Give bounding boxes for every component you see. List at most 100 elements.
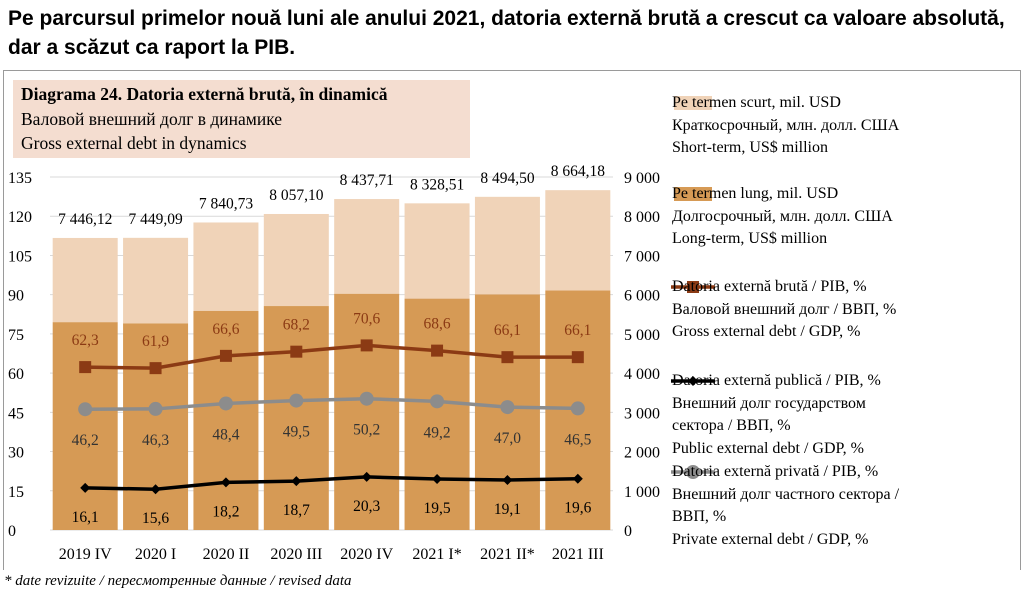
public-data-label: 20,3 — [353, 498, 380, 515]
diagram-title-ro: Diagrama 24. Datoria externă brută, în d… — [21, 84, 388, 104]
diagram-title-en: Gross external debt in dynamics — [21, 133, 247, 153]
private-point — [359, 391, 374, 406]
lines — [78, 339, 585, 495]
y-right-tick-label: 8 000 — [624, 209, 660, 226]
public-data-label: 19,1 — [494, 501, 521, 518]
gross-point — [219, 349, 232, 362]
legend-label: сектора / ВВП, % — [672, 417, 791, 434]
legend-item-short-term: Pe termen scurt, mil. USD Краткосрочный,… — [672, 92, 1017, 160]
legend-label: Public external debt / GDP, % — [672, 439, 864, 457]
x-tick-label: 2021 II* — [480, 546, 535, 563]
public-data-label: 18,2 — [212, 503, 239, 520]
gross-data-label: 61,9 — [142, 333, 169, 350]
bar-short-term — [193, 222, 259, 311]
gross-data-label: 62,3 — [72, 332, 99, 349]
legend-label: Datoria externă privată / PIB, % — [672, 463, 879, 480]
private-point — [289, 393, 304, 408]
bar-total-label: 8 328,51 — [410, 176, 464, 193]
footnote: * date revizuite / пересмотренные данные… — [4, 573, 352, 589]
gross-data-label: 68,6 — [424, 316, 451, 333]
axes: 0 15 30 45 60 75 90 105 120 135 0 1 000 2 000 3 000 4 … — [8, 170, 660, 563]
y-right-tick-label: 1 000 — [624, 484, 660, 501]
public-point — [291, 476, 302, 487]
private-point — [500, 400, 515, 415]
bar-total-label: 8 057,10 — [269, 187, 324, 204]
y-right-tick-label: 7 000 — [624, 248, 660, 265]
bar-short-term — [474, 196, 540, 295]
y-right-tick-label: 9 000 — [624, 170, 660, 187]
private-data-label: 48,4 — [212, 426, 239, 443]
legend-label: Datoria externă brută / PIB, % — [672, 278, 867, 295]
public-point — [432, 474, 443, 485]
y-left-tick-label: 135 — [8, 170, 32, 187]
private-point — [430, 394, 445, 409]
y-left-tick-label: 75 — [8, 327, 24, 344]
public-point — [572, 473, 583, 484]
legend-key-gross-marker — [687, 281, 699, 293]
bar-short-term — [545, 190, 611, 291]
x-tick-label: 2020 III — [270, 546, 322, 563]
legend-label: ВВП, % — [672, 508, 727, 525]
public-point — [220, 477, 231, 488]
gross-point — [360, 339, 373, 352]
y-left-tick-label: 60 — [8, 366, 24, 383]
legend-label: Short-term, US$ million — [672, 139, 828, 156]
legend-item-gross-debt: Datoria externă brută / PIB, % Валовой в… — [672, 276, 1017, 344]
bar-long-term — [334, 293, 400, 530]
bar-total-label: 8 664,18 — [551, 163, 606, 180]
y-right-tick-label: 6 000 — [624, 288, 660, 305]
private-data-label: 49,5 — [283, 424, 310, 441]
headline: Pe parcursul primelor nouă luni ale anul… — [8, 7, 1005, 59]
legend-label: Краткосрочный, млн. долл. США — [672, 116, 900, 134]
x-tick-label: 2020 I — [135, 546, 176, 563]
gross-point — [571, 351, 584, 364]
bar-short-term — [334, 199, 400, 294]
public-point — [502, 475, 513, 486]
bar-long-term — [193, 310, 259, 530]
diagram-title-box: Diagrama 24. Datoria externă brută, în d… — [13, 80, 470, 158]
bar-total-label: 7 840,73 — [199, 195, 254, 212]
y-left-tick-label: 105 — [8, 248, 32, 265]
legend-key-private-marker — [686, 465, 700, 479]
public-point — [361, 471, 372, 482]
legend-keys — [671, 96, 715, 479]
private-data-label: 46,3 — [142, 432, 169, 449]
gross-data-label: 66,1 — [564, 322, 591, 339]
legend-label: Pe termen scurt, mil. USD — [672, 94, 841, 111]
bar-short-term — [123, 237, 189, 324]
x-tick-label: 2020 II — [203, 546, 250, 563]
bars — [52, 190, 611, 530]
bar-short-term — [263, 213, 329, 307]
gross-line — [85, 343, 578, 370]
legend-label: Private external debt / GDP, % — [672, 530, 869, 548]
public-data-label: 19,5 — [424, 500, 451, 517]
legend-item-public-debt: Datoria externă publică / PIB, % Внешний… — [672, 370, 1017, 460]
legend-label: Долгосрочный, млн. долл. США — [672, 207, 893, 225]
private-data-label: 46,5 — [564, 431, 591, 448]
y-left-tick-label: 15 — [8, 484, 24, 501]
y-left-tick-label: 30 — [8, 445, 24, 462]
bar-long-term — [263, 306, 329, 530]
y-left-tick-label: 90 — [8, 288, 24, 305]
legend-label: Datoria externă publică / PIB, % — [672, 372, 881, 389]
y-left-tick-label: 0 — [8, 523, 16, 540]
public-data-label: 16,1 — [72, 509, 99, 526]
diagram-title-ru: Валовой внешний долг в динамике — [21, 108, 283, 129]
bar-long-term — [123, 323, 189, 530]
bar-short-term — [52, 237, 118, 323]
public-data-label: 18,7 — [283, 502, 310, 519]
gross-point — [501, 351, 514, 364]
legend-key-short-term — [674, 96, 712, 110]
public-point — [80, 482, 91, 493]
gross-point — [79, 361, 92, 374]
public-data-label: 19,6 — [564, 500, 591, 517]
y-right-tick-label: 4 000 — [624, 366, 660, 383]
gross-data-label: 66,1 — [494, 322, 521, 339]
public-point — [150, 484, 161, 495]
private-point — [218, 396, 233, 411]
gross-point — [431, 344, 444, 357]
y-right-tick-label: 5 000 — [624, 327, 660, 344]
private-point — [148, 401, 163, 416]
legend-key-long-term — [674, 187, 712, 201]
legend-item-private-debt: Datoria externă privată / PIB, % Внешний… — [672, 461, 1017, 551]
